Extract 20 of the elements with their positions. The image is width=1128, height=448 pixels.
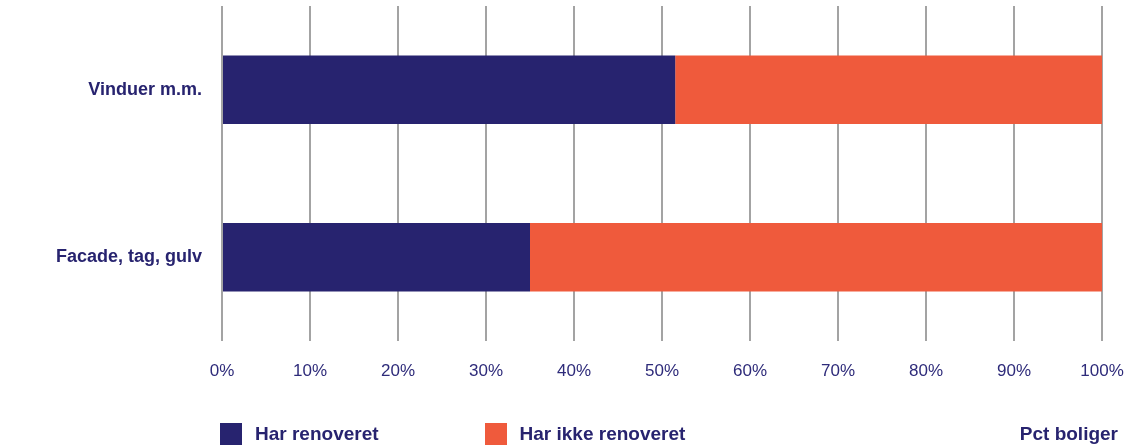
x-tick-label: 90% (996, 360, 1032, 380)
y-tick-label: Vinduer m.m. (88, 78, 202, 99)
bar (223, 55, 676, 125)
x-tick-label: 40% (556, 360, 592, 380)
x-tick-label: 70% (820, 360, 856, 380)
bar (675, 55, 1102, 125)
legend-label: Har ikke renoveret (519, 423, 686, 445)
y-tick-label: Facade, tag, gulv (55, 246, 202, 267)
x-axis-title: Pct boliger (1019, 423, 1118, 445)
x-tick-label: 30% (468, 360, 504, 380)
x-tick-label: 80% (908, 360, 944, 380)
bar (530, 222, 1102, 292)
legend-label: Har renoveret (255, 423, 379, 445)
x-tick-label: 50% (644, 360, 680, 380)
x-tick-label: 20% (380, 360, 416, 380)
x-tick-label: 100% (1080, 360, 1124, 380)
x-tick-label: 0% (209, 360, 235, 380)
x-tick-label: 60% (732, 360, 768, 380)
bar (223, 222, 530, 292)
x-tick-label: 10% (292, 360, 328, 380)
